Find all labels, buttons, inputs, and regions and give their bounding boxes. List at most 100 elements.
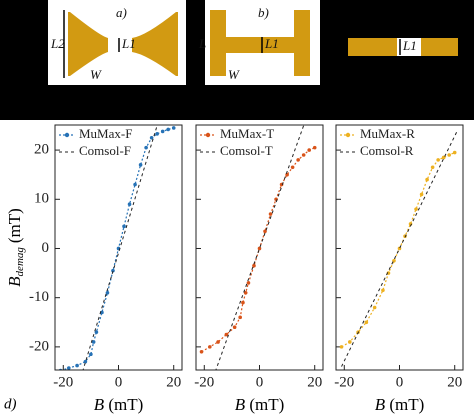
x-tick-label: 0 — [115, 374, 123, 390]
data-point — [241, 300, 245, 305]
data-point — [312, 145, 317, 150]
legend-label: Comsol-F — [79, 143, 131, 158]
axis-unit: (mT) — [249, 395, 284, 414]
data-point — [301, 153, 306, 157]
axis-symbol: B — [235, 395, 246, 414]
data-point — [199, 349, 204, 354]
data-point — [89, 352, 93, 357]
data-point — [414, 207, 418, 211]
data-point — [224, 332, 229, 337]
data-point — [105, 290, 110, 295]
data-point — [447, 153, 451, 157]
data-point — [274, 197, 278, 202]
x-axis-label: B (mT) — [235, 395, 285, 414]
data-point — [372, 305, 377, 310]
x-tick-label: 20 — [447, 374, 462, 390]
data-point — [397, 246, 402, 251]
x-axis-label: B (mT) — [94, 395, 144, 414]
diagram-b: b) L L1 W — [198, 0, 320, 85]
data-point — [246, 281, 251, 285]
reference-line — [215, 125, 305, 370]
diagram-c: L1 — [348, 38, 458, 56]
data-point — [208, 345, 212, 349]
axes-frame — [335, 124, 464, 371]
y-tick-label: -20 — [29, 338, 49, 354]
data-point — [452, 150, 457, 155]
data-point — [238, 315, 242, 320]
plot-area — [199, 125, 317, 370]
data-point — [111, 268, 115, 273]
data-point — [91, 340, 96, 344]
diagram-label: b) — [258, 5, 269, 20]
reference-line — [341, 130, 458, 367]
data-point — [122, 224, 126, 229]
y-tick-label: 20 — [34, 142, 49, 158]
diagram-label: a) — [116, 5, 127, 20]
axis-subscript: demag — [14, 247, 26, 277]
x-axis-label: B (mT) — [375, 395, 425, 414]
dimension: W — [228, 67, 240, 82]
label-box — [397, 38, 421, 56]
dimension: L1 — [121, 36, 136, 51]
y-tick-label: -10 — [29, 289, 49, 305]
data-point — [296, 158, 300, 162]
data-point — [171, 126, 176, 130]
axis-symbol: B — [5, 276, 24, 287]
x-tick-label: -20 — [53, 374, 73, 390]
plot-area — [58, 125, 176, 370]
x-tick-label: 0 — [396, 374, 404, 390]
legend-marker — [64, 132, 70, 138]
x-tick-label: -20 — [334, 374, 354, 390]
plot-area — [339, 130, 458, 367]
data-point — [216, 340, 220, 344]
data-point — [83, 359, 88, 364]
data-point — [268, 212, 273, 216]
diagram-a: a) L2 L1 W — [48, 0, 186, 85]
data-point — [127, 202, 132, 207]
legend-marker — [345, 132, 351, 138]
data-point — [166, 127, 170, 132]
legend-marker — [205, 132, 211, 138]
data-point — [419, 192, 424, 197]
dimension: L1 — [264, 36, 279, 51]
data-point — [290, 165, 295, 170]
axes-frame — [54, 124, 183, 371]
data-point — [149, 135, 154, 140]
data-point — [232, 325, 237, 329]
data-point — [386, 271, 391, 275]
y-tick-label: 10 — [34, 191, 49, 207]
data-point — [138, 163, 143, 167]
x-tick-label: 0 — [256, 374, 264, 390]
axis-symbol: B — [375, 395, 386, 414]
data-point — [441, 155, 446, 160]
data-point — [144, 145, 148, 150]
data-line — [201, 147, 315, 353]
data-point — [285, 172, 289, 177]
data-line — [341, 152, 455, 348]
axis-unit: (mT) — [5, 208, 24, 243]
data-point — [94, 330, 99, 334]
data-point — [425, 177, 429, 182]
data-point — [339, 345, 344, 349]
axis-unit: (mT) — [108, 395, 143, 414]
axis-unit: (mT) — [389, 395, 424, 414]
data-point — [133, 182, 137, 187]
axis-symbol: B — [94, 395, 105, 414]
data-point — [75, 363, 79, 368]
data-point — [252, 263, 256, 268]
y-axis-label: Bdemag (mT) — [5, 208, 26, 287]
legend-label: MuMax-R — [360, 126, 415, 141]
dimension: L2 — [50, 36, 65, 51]
shape — [132, 12, 178, 76]
x-tick-label: 20 — [166, 374, 181, 390]
data-point — [430, 165, 435, 170]
data-point — [67, 366, 71, 370]
legend-label: Comsol-T — [220, 143, 273, 158]
data-point — [263, 229, 267, 234]
y-tick-label: 0 — [42, 240, 50, 256]
legend-label: MuMax-F — [79, 126, 132, 141]
shape — [68, 12, 108, 76]
dimension: L1 — [402, 38, 417, 53]
